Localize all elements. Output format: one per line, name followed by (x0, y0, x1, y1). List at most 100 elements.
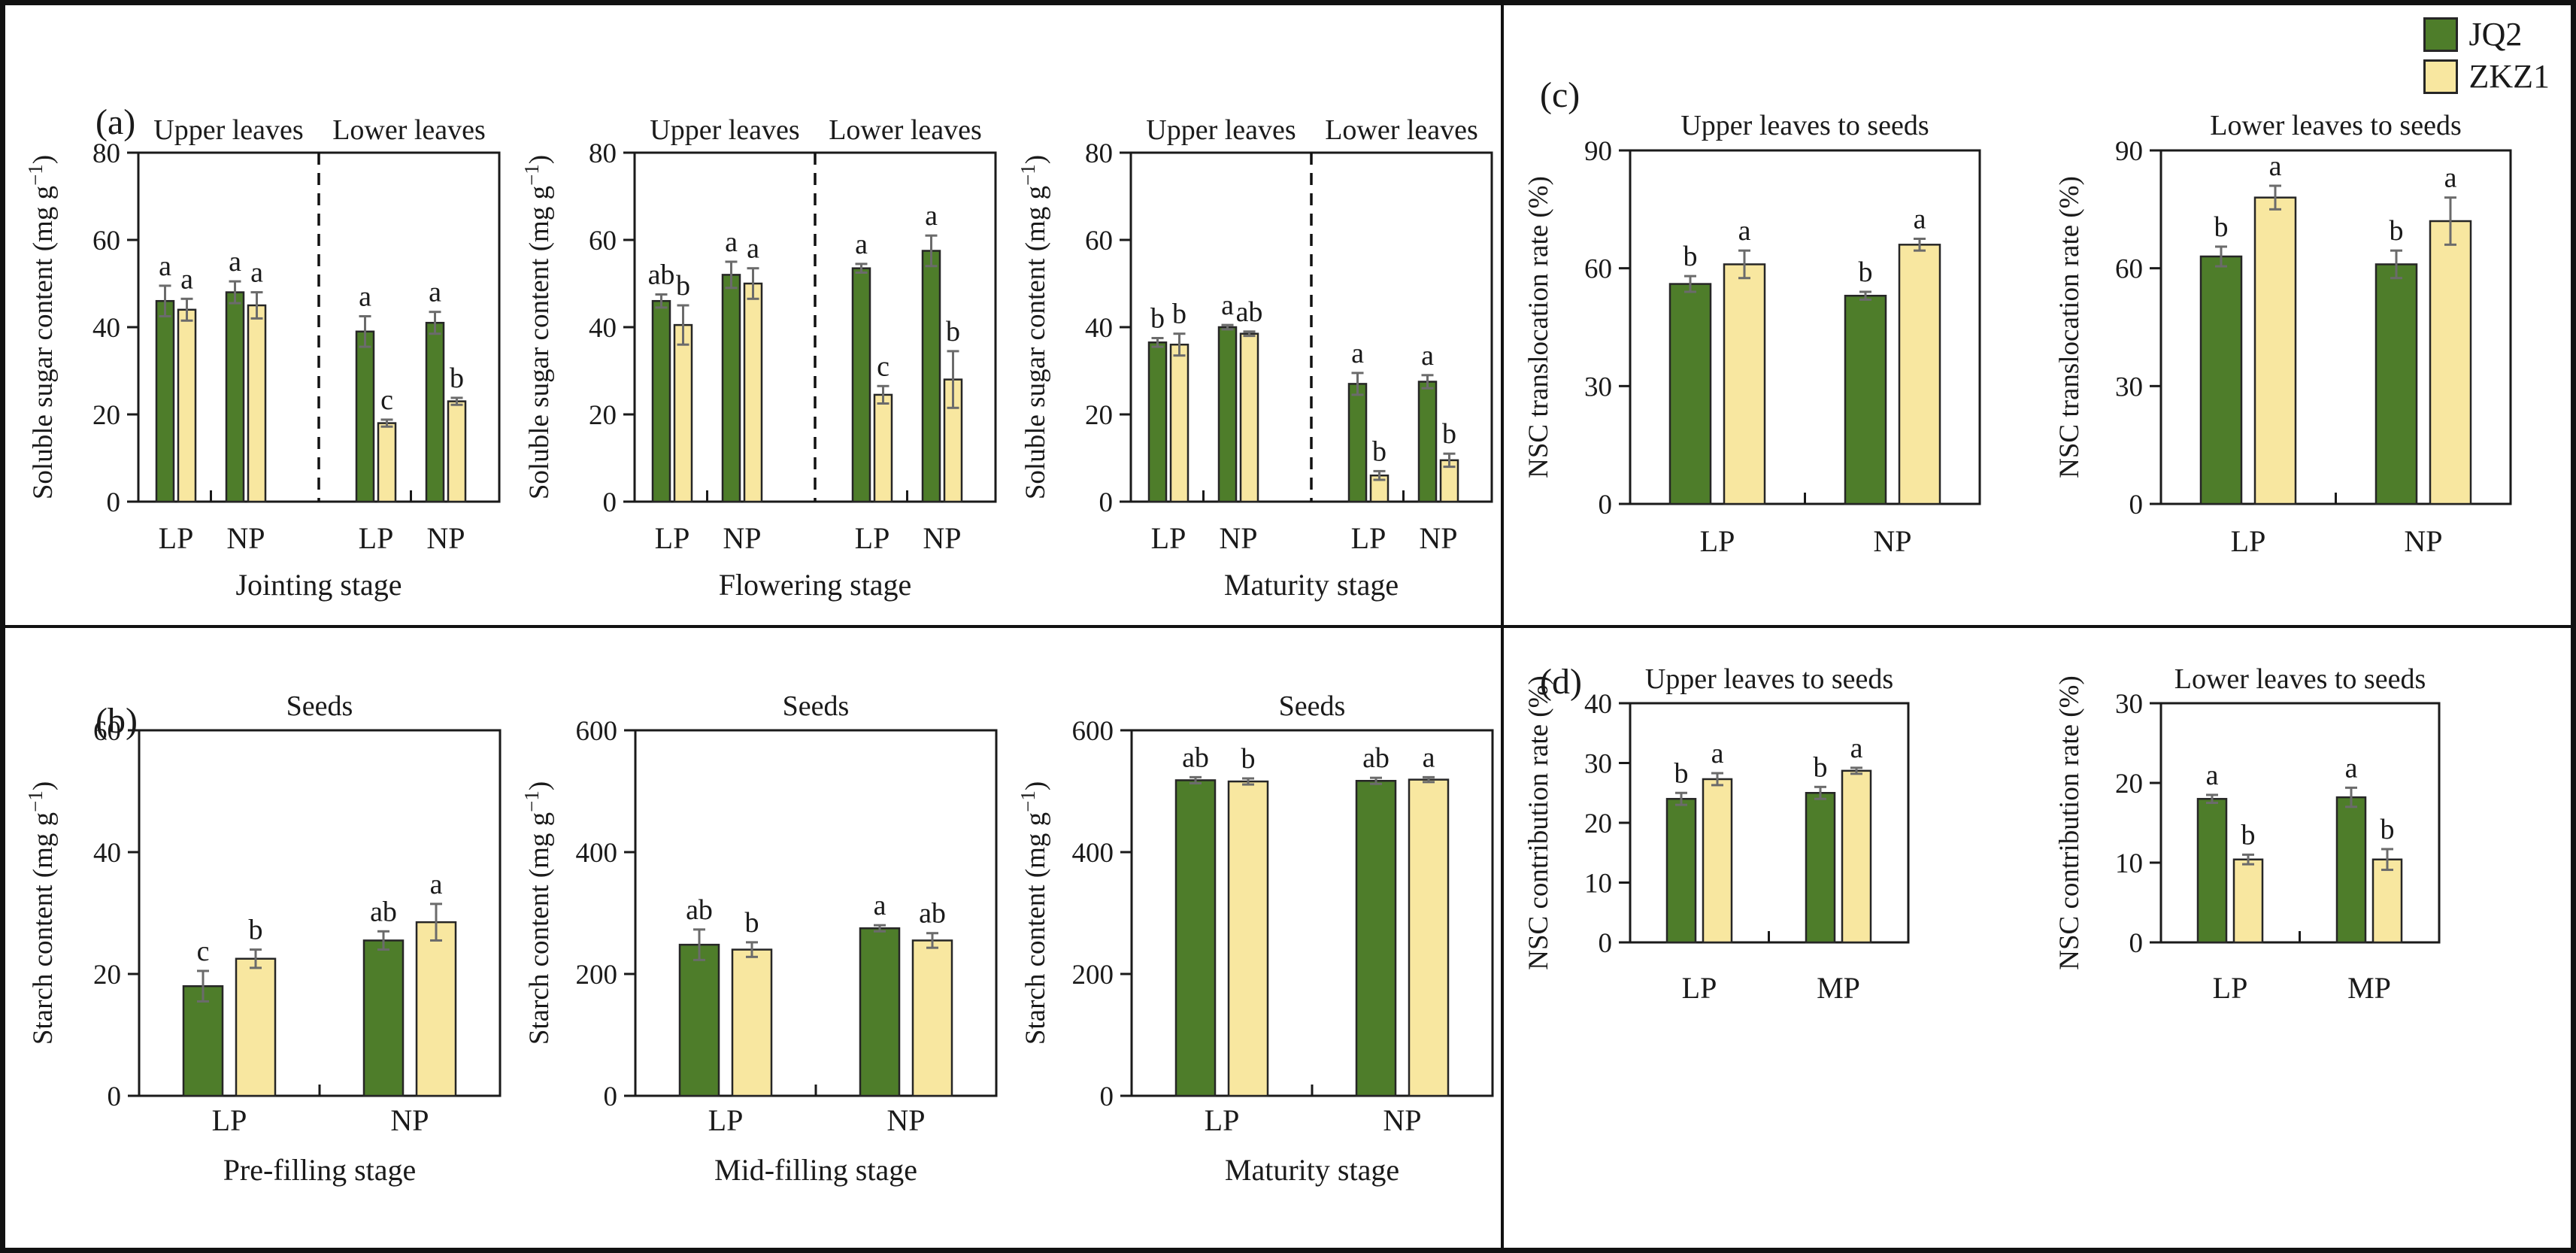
y-axis-label: Soluble sugar content (mg g−1) (1017, 155, 1051, 499)
subplot-title: Upper leaves to seeds (1680, 110, 1929, 141)
significance-letter: a (1351, 338, 1364, 369)
y-tick-label: 0 (1599, 928, 1613, 959)
subplot-title-right: Lower leaves (332, 114, 486, 146)
chart-soluble-sugar-maturity: Upper leaves Lower leaves 0 20 40 60 80 Soluble… (1017, 114, 1493, 602)
legend-swatch-zkz1 (2423, 59, 2459, 94)
y-axis-label: Soluble sugar content (mg g−1) (24, 155, 59, 499)
significance-letter: ab (1182, 742, 1209, 773)
y-tick-label: 20 (93, 960, 121, 991)
significance-letter: a (2444, 162, 2457, 194)
y-tick-label: 200 (1072, 960, 1114, 991)
y-tick-label: 40 (1584, 689, 1612, 720)
bar-zkz1 (447, 400, 467, 503)
bar-jq2 (1417, 381, 1438, 503)
x-axis-label: Mid-filling stage (714, 1153, 917, 1187)
panel-b: (b) Seeds 0 20 40 60 Starch content (mg g−1) c… (5, 628, 1504, 1248)
y-tick-label: 20 (1085, 400, 1113, 431)
x-axis-label: Maturity stage (1224, 568, 1399, 602)
y-tick-label: 90 (2115, 136, 2143, 167)
x-category-label: LP (1205, 1103, 1240, 1137)
significance-letter: a (725, 226, 738, 258)
y-tick-label: 40 (589, 313, 617, 344)
y-tick-label: 0 (1599, 490, 1613, 520)
panel-b-charts: Seeds 0 20 40 60 Starch content (mg g−1) c ab b a… (5, 628, 1494, 1243)
significance-letter: a (2206, 760, 2219, 791)
legend-label-jq2: JQ2 (2468, 16, 2523, 53)
legend-item-zkz1: ZKZ1 (2423, 59, 2550, 94)
x-axis-label: Maturity stage (1225, 1153, 1399, 1187)
significance-letter: a (925, 200, 938, 232)
bar-jq2 (182, 984, 224, 1097)
x-category-label: NP (1219, 521, 1257, 555)
chart-soluble-sugar-jointing: Upper leaves Lower leaves 0 20 40 60 80 Soluble… (24, 114, 501, 602)
y-tick-label: 20 (1584, 809, 1612, 839)
significance-letter: ab (648, 259, 675, 291)
y-tick-label: 0 (1100, 1082, 1114, 1112)
x-category-label: NP (426, 521, 465, 555)
x-category-label: NP (923, 521, 961, 555)
bar-zkz1 (1239, 332, 1259, 503)
y-tick-label: 80 (92, 138, 120, 169)
y-tick-label: 0 (2129, 928, 2144, 959)
bar-jq2 (851, 267, 871, 503)
significance-letter: a (1711, 738, 1724, 769)
y-tick-label: 0 (108, 1082, 122, 1112)
panel-b-label: (b) (95, 701, 138, 741)
bar-jq2 (1174, 779, 1217, 1097)
significance-letter: a (1423, 742, 1435, 773)
bar-jq2 (2335, 796, 2367, 944)
significance-letter: a (2269, 150, 2282, 182)
y-tick-label: 200 (576, 960, 618, 991)
y-tick-label: 30 (1584, 749, 1612, 780)
panel-c: (c) JQ2 ZKZ1 Upper leaves to seeds 0 30 60 9… (1504, 5, 2571, 628)
y-tick-label: 0 (2129, 490, 2144, 520)
bar-zkz1 (177, 308, 197, 503)
subplot-title: Lower leaves to seeds (2174, 663, 2426, 695)
subplot-title-left: Upper leaves (1146, 114, 1296, 146)
x-axis-label: Flowering stage (719, 568, 912, 602)
bar-zkz1 (247, 304, 267, 503)
y-tick-label: 0 (107, 487, 121, 518)
legend-swatch-jq2 (2423, 17, 2459, 52)
y-tick-label: 40 (93, 838, 121, 869)
significance-letter: b (249, 915, 263, 946)
x-category-label: NP (226, 521, 265, 555)
bar-zkz1 (1723, 263, 1766, 505)
x-category-label: NP (723, 521, 761, 555)
legend-label-zkz1: ZKZ1 (2468, 58, 2550, 95)
significance-letter: ab (370, 896, 397, 927)
x-category-label: LP (2213, 971, 2248, 1005)
y-axis-label: Starch content (mg g−1) (1017, 781, 1051, 1045)
bar-jq2 (2374, 263, 2418, 505)
bar-jq2 (225, 291, 245, 503)
significance-letter: b (2390, 215, 2404, 247)
y-tick-label: 40 (92, 313, 120, 344)
significance-letter: a (429, 277, 441, 308)
x-category-label: NP (1383, 1103, 1421, 1137)
panel-a: (a) Upper leaves Lower leaves 0 20 40 60 80 Sol… (5, 5, 1504, 628)
y-tick-label: 600 (576, 716, 618, 747)
chart-nsc-contribution-upper: Upper leaves to seeds 0 10 20 30 40 NSC contri… (1523, 663, 1910, 1005)
bar-jq2 (155, 299, 175, 503)
x-axis-label: Jointing stage (235, 568, 402, 602)
x-category-label: LP (855, 521, 890, 555)
bar-zkz1 (2253, 196, 2297, 505)
significance-letter: b (1172, 299, 1186, 330)
y-tick-label: 80 (589, 138, 617, 169)
bar-zkz1 (1169, 343, 1190, 503)
x-category-label: LP (1700, 524, 1735, 558)
bar-jq2 (651, 299, 671, 503)
subplot-title: Seeds (783, 690, 850, 722)
y-axis-label: Starch content (mg g−1) (520, 781, 555, 1045)
bar-jq2 (1668, 283, 1712, 505)
significance-letter: a (1221, 290, 1234, 321)
bar-zkz1 (1841, 769, 1872, 944)
significance-letter: b (450, 363, 464, 394)
significance-letter: b (2241, 819, 2256, 851)
bar-jq2 (1844, 294, 1887, 505)
bar-jq2 (1805, 792, 1836, 944)
bar-zkz1 (1227, 780, 1269, 1097)
significance-letter: a (1914, 204, 1926, 235)
bar-zkz1 (415, 921, 457, 1097)
x-category-label: LP (159, 521, 194, 555)
